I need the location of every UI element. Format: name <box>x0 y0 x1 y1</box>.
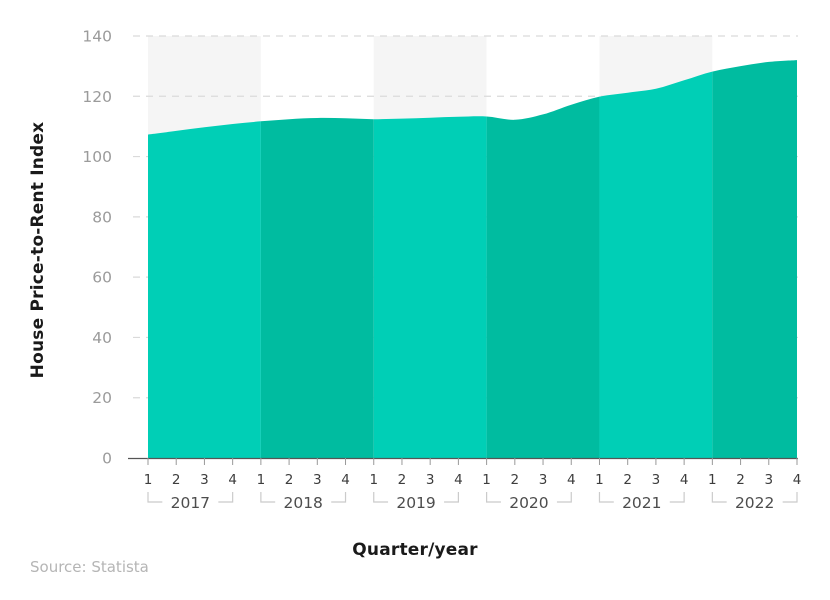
quarter-label: 4 <box>793 472 802 488</box>
quarter-label: 1 <box>595 472 604 488</box>
quarter-label: 1 <box>144 472 153 488</box>
quarter-label: 3 <box>200 472 209 488</box>
y-tick-label-20: 20 <box>92 389 112 407</box>
quarter-label: 2 <box>285 472 294 488</box>
quarter-label: 2 <box>398 472 407 488</box>
quarter-label: 2 <box>511 472 520 488</box>
year-label-2018: 2018 <box>283 494 322 512</box>
quarter-label: 3 <box>652 472 661 488</box>
x-axis-title: Quarter/year <box>352 540 478 560</box>
quarter-label: 1 <box>257 472 266 488</box>
year-label-2022: 2022 <box>735 494 774 512</box>
year-bracket-2018 <box>260 492 347 503</box>
y-tick-label-140: 140 <box>82 28 112 46</box>
y-tick-label-120: 120 <box>82 88 112 106</box>
quarter-label: 4 <box>567 472 576 488</box>
quarter-label: 2 <box>736 472 745 488</box>
area-segment-2020 <box>486 96 600 458</box>
quarter-label: 4 <box>341 472 350 488</box>
y-tick-label-0: 0 <box>102 450 112 468</box>
year-label-2019: 2019 <box>396 494 435 512</box>
year-label-2017: 2017 <box>171 494 210 512</box>
year-bracket-2019 <box>373 492 459 503</box>
quarter-label: 4 <box>454 472 463 488</box>
year-bracket-2021 <box>598 492 685 503</box>
quarter-label: 4 <box>680 472 689 488</box>
quarter-label: 1 <box>708 472 717 488</box>
quarter-label: 4 <box>228 472 237 488</box>
year-label-2020: 2020 <box>509 494 548 512</box>
area-segment-2017 <box>148 121 261 458</box>
area-segment-2018 <box>260 117 374 458</box>
quarter-label: 3 <box>313 472 322 488</box>
y-tick-label-60: 60 <box>92 269 112 287</box>
quarter-label: 1 <box>482 472 491 488</box>
quarter-label: 2 <box>623 472 632 488</box>
quarter-label: 3 <box>426 472 435 488</box>
y-tick-label-100: 100 <box>82 148 112 166</box>
year-label-2021: 2021 <box>622 494 661 512</box>
year-bracket-2017 <box>147 492 234 503</box>
quarter-label: 3 <box>539 472 548 488</box>
area-segment-2021 <box>599 71 713 458</box>
year-bracket-2022 <box>711 492 798 503</box>
quarter-label: 1 <box>369 472 378 488</box>
source-caption: Source: Statista <box>30 558 149 576</box>
area-segment-2022 <box>712 60 797 458</box>
area-segment-2019 <box>373 116 487 458</box>
quarter-label: 2 <box>172 472 181 488</box>
y-tick-label-40: 40 <box>92 329 112 347</box>
quarter-label: 3 <box>764 472 773 488</box>
y-tick-label-80: 80 <box>92 208 112 226</box>
y-axis-title: House Price-to-Rent Index <box>28 121 48 379</box>
year-bracket-2020 <box>486 492 572 503</box>
